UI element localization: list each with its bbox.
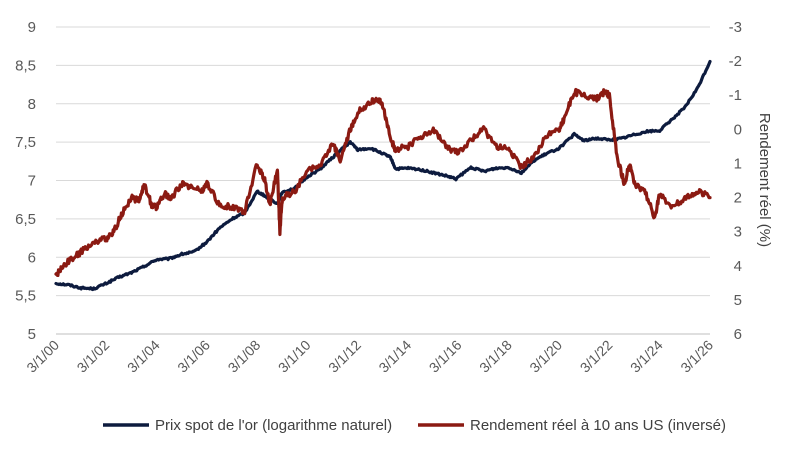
legend-label: Prix spot de l'or (logarithme naturel) [155,417,392,434]
y-tick-label: 7 [28,173,36,190]
x-tick-label: 3/1/22 [577,337,616,376]
y-tick-label: 7,5 [15,134,36,151]
gold-price-line [54,59,712,292]
x-tick-label: 3/1/18 [476,337,515,376]
legend-label: Rendement réel à 10 ans US (inversé) [470,417,726,434]
x-tick-label: 3/1/06 [174,337,213,376]
y-tick-label: 6 [28,249,36,266]
y-axis-ticks: 9 8,5 8 7,5 7 6,5 6 5,5 5 [15,19,36,343]
y2-tick-label: 3 [734,224,742,241]
x-tick-label: 3/1/14 [375,337,414,376]
y2-tick-label: 2 [734,190,742,207]
series-lines [54,59,712,292]
y2-axis-title: Rendement réel (%) [756,113,773,247]
y-tick-label: 8 [28,96,36,113]
y-tick-label: 9 [28,19,36,36]
x-tick-label: 3/1/26 [677,337,716,376]
y2-tick-label: 0 [734,121,742,138]
x-tick-label: 3/1/20 [526,337,565,376]
x-tick-label: 3/1/02 [74,337,113,376]
x-tick-label: 3/1/04 [124,337,163,376]
y2-tick-label: 5 [734,292,742,309]
y2-tick-label: -2 [729,53,742,70]
real-yield-line [54,87,712,277]
y2-tick-label: -1 [729,87,742,104]
x-tick-label: 3/1/24 [627,337,666,376]
x-axis-ticks: 3/1/00 3/1/02 3/1/04 3/1/06 3/1/08 3/1/10 3/1/… [23,337,716,376]
y2-tick-label: -3 [729,19,742,36]
y2-axis-ticks: -3 -2 -1 0 1 2 3 4 5 6 [729,19,742,343]
y2-tick-label: 6 [734,326,742,343]
x-tick-label: 3/1/12 [325,337,364,376]
y-tick-label: 5,5 [15,288,36,305]
x-tick-label: 3/1/10 [275,337,314,376]
y2-tick-label: 4 [734,258,742,275]
legend: Prix spot de l'or (logarithme naturel) Re… [103,417,726,434]
y-tick-label: 8,5 [15,57,36,74]
y2-tick-label: 1 [734,155,742,172]
gridlines [56,26,710,335]
y-tick-label: 6,5 [15,211,36,228]
y-tick-label: 5 [28,326,36,343]
x-tick-label: 3/1/08 [225,337,264,376]
x-tick-label: 3/1/16 [426,337,465,376]
